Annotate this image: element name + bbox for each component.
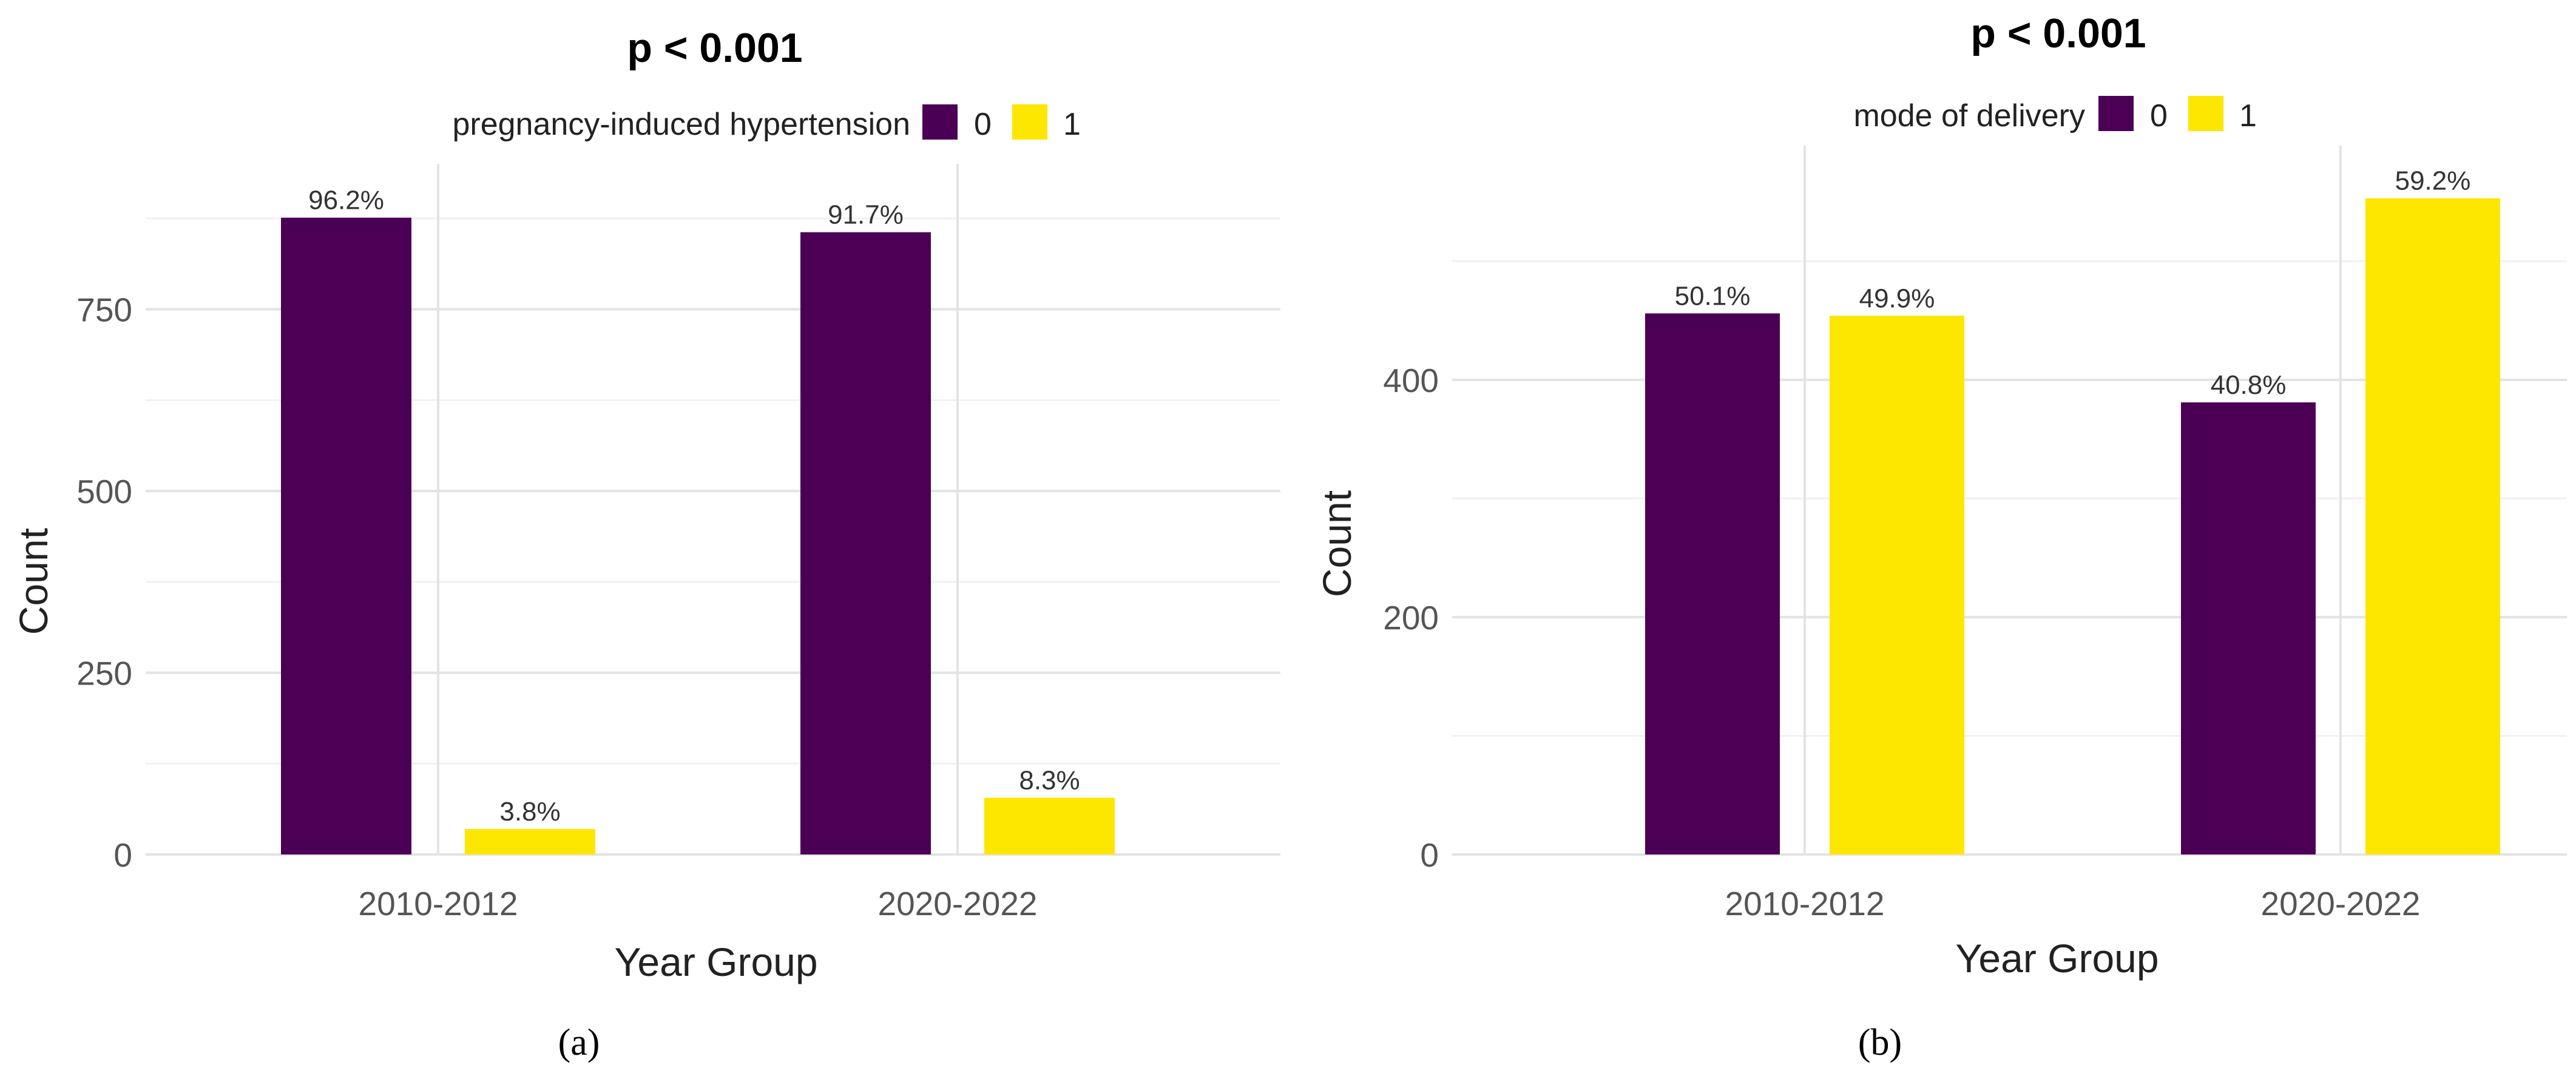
bar-data-label: 8.3% (1019, 766, 1080, 796)
bar-2010-2012-series-0 (1645, 313, 1780, 854)
x-axis-ticks: 2010-2012 2020-2022 (1725, 885, 2420, 922)
y-axis-label: Count (1314, 490, 1359, 597)
bar-data-label: 40.8% (2211, 370, 2287, 400)
bar-data-label: 3.8% (499, 797, 560, 827)
legend-title: mode of delivery (1853, 98, 2085, 134)
chart-title: p < 0.001 (1970, 10, 2146, 56)
legend-title: pregnancy-induced hypertension (452, 107, 910, 142)
bar-2010-2012-series-1 (465, 829, 595, 854)
x-axis-label: Year Group (614, 939, 817, 984)
bars (1645, 198, 2500, 854)
bar-data-labels: 50.1% 49.9% 40.8% 59.2% (1675, 166, 2471, 400)
legend-label-1: 1 (2239, 98, 2257, 134)
bar-data-label: 49.9% (1859, 283, 1935, 313)
bar-2020-2022-series-0 (800, 232, 931, 854)
legend-label-0: 0 (2150, 98, 2168, 134)
legend-item-1: 1 (2188, 96, 2257, 134)
bar-data-labels: 96.2% 3.8% 91.7% 8.3% (308, 186, 1080, 827)
legend-swatch-0 (922, 104, 958, 140)
x-axis-label: Year Group (1955, 936, 2158, 981)
panel-label: (b) (1858, 1022, 1902, 1063)
legend-swatch-1 (1012, 104, 1047, 140)
y-tick-label: 500 (76, 473, 132, 510)
x-tick-label: 2010-2012 (358, 885, 518, 922)
legend-item-1: 1 (1012, 104, 1081, 142)
y-axis-label: Count (11, 528, 56, 635)
y-tick-label: 200 (1383, 599, 1439, 637)
y-tick-label: 250 (76, 655, 132, 692)
x-axis-ticks: 2010-2012 2020-2022 (358, 885, 1037, 922)
legend-item-0: 0 (922, 104, 992, 142)
bar-2010-2012-series-1 (1830, 316, 1964, 854)
legend-item-0: 0 (2098, 96, 2168, 134)
bars (281, 217, 1115, 854)
bar-2020-2022-series-0 (2181, 402, 2316, 854)
legend-swatch-0 (2098, 96, 2134, 131)
y-tick-label: 0 (113, 836, 132, 874)
bar-data-label: 50.1% (1675, 281, 1751, 311)
y-tick-label: 0 (1420, 836, 1439, 874)
y-tick-label: 750 (76, 291, 132, 329)
panel-label: (a) (558, 1022, 600, 1063)
chart-panel-b: p < 0.001 mode of delivery 0 1 0 200 400 5… (1314, 10, 2567, 1063)
x-tick-label: 2020-2022 (2260, 885, 2420, 922)
bar-data-label: 91.7% (828, 200, 904, 230)
x-tick-label: 2010-2012 (1725, 885, 1884, 922)
x-tick-label: 2020-2022 (877, 885, 1037, 922)
legend-label-1: 1 (1063, 107, 1081, 142)
y-axis-ticks: 0 250 500 750 (76, 291, 132, 874)
bar-data-label: 96.2% (308, 186, 384, 215)
chart-title: p < 0.001 (627, 25, 802, 71)
legend-label-0: 0 (974, 107, 992, 142)
bar-data-label: 59.2% (2395, 166, 2471, 196)
bar-2010-2012-series-0 (281, 217, 411, 854)
y-axis-ticks: 0 200 400 (1383, 362, 1439, 874)
y-tick-label: 400 (1383, 362, 1439, 399)
chart-panel-a: p < 0.001 pregnancy-induced hypertension… (11, 25, 1280, 1063)
bar-2020-2022-series-1 (2365, 198, 2500, 854)
legend-swatch-1 (2188, 96, 2223, 131)
bar-2020-2022-series-1 (984, 797, 1115, 854)
